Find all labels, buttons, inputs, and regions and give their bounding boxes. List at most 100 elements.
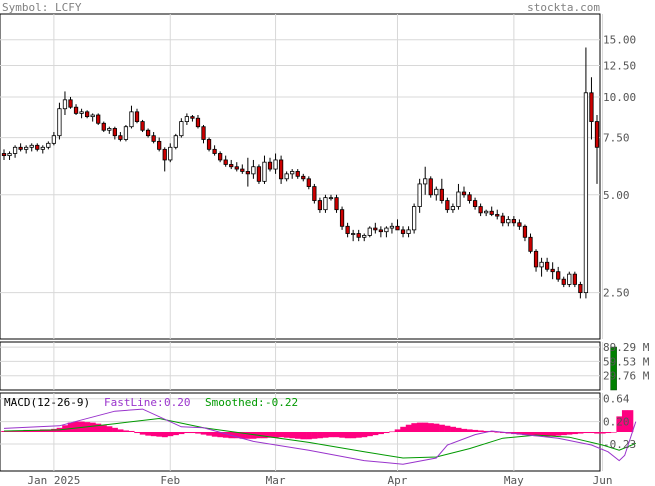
macd-histogram-bar [433, 423, 440, 432]
volume-grid [0, 342, 604, 390]
macd-histogram-bar [333, 432, 340, 438]
candle-body [90, 114, 95, 118]
macd-histogram-bar [560, 432, 567, 436]
candle-body [107, 128, 112, 131]
price-candles [1, 47, 600, 299]
macd-histogram-bar [583, 432, 589, 434]
candle-body [190, 116, 195, 119]
candle-body [101, 122, 106, 131]
candle-body [389, 225, 395, 229]
macd-histogram-bar [527, 432, 534, 436]
macd-histogram-bar [283, 432, 290, 438]
macd-histogram-bar [594, 432, 601, 434]
candle-body [550, 268, 555, 273]
candle-body [500, 215, 505, 224]
candle-body [472, 200, 478, 207]
x-tick-label: Mar [266, 474, 286, 486]
macd-histogram-bar [616, 416, 623, 432]
candle-body [367, 227, 372, 236]
macd-histogram-bar [100, 425, 107, 432]
candle-body [223, 159, 228, 165]
candle-body [162, 148, 167, 161]
candle-body [134, 111, 140, 122]
macd-histogram-bar [367, 432, 373, 437]
candle-body [234, 166, 239, 170]
candle-body [411, 206, 417, 231]
macd-histogram-bar [383, 432, 390, 434]
macd-histogram-bar [405, 424, 412, 432]
macd-histogram-bar [411, 423, 418, 432]
macd-histogram-bar [389, 431, 396, 433]
macd-histogram-bar [427, 423, 434, 432]
macd-histogram-bar [150, 432, 157, 437]
candle-body [118, 135, 123, 140]
candle-body [439, 188, 444, 201]
fastline-label: FastLine: [104, 396, 164, 409]
macd-histogram-bar [322, 432, 329, 438]
candle-body [589, 92, 594, 122]
macd-histogram-bar [522, 432, 529, 436]
candle-body [522, 225, 528, 238]
macd-histogram-bar [117, 429, 124, 432]
macd-y-ticks: 0.64 0.20 -0.23 [603, 393, 636, 451]
candle-body [545, 261, 550, 270]
candle-body [583, 92, 589, 294]
macd-histogram-bar [572, 432, 578, 435]
macd-histogram-bar [139, 432, 146, 435]
volume-y-tick-label: 29.76 M [603, 370, 650, 383]
macd-histogram-bar [222, 432, 229, 438]
macd-y-tick-label: 0.64 [603, 393, 630, 406]
candle-body [173, 135, 178, 148]
macd-histogram-bar [488, 431, 495, 433]
candle-body [145, 129, 151, 137]
macd-histogram-bar [217, 432, 224, 438]
candle-body [267, 161, 273, 170]
candle-body [85, 111, 90, 118]
x-tick-label: Jan 2025 [27, 474, 80, 486]
macd-histogram-bar [128, 430, 135, 432]
price-y-tick-label: 5.00 [603, 189, 630, 202]
brand-label[interactable]: stockta.com [527, 1, 600, 14]
candle-body [445, 200, 450, 211]
macd-histogram-bar [472, 429, 479, 432]
candle-body [373, 227, 378, 231]
candle-body [206, 139, 212, 150]
candle-body [323, 197, 328, 211]
macd-histogram-bar [555, 432, 562, 436]
price-panel [0, 13, 601, 340]
macd-histogram-bar [106, 426, 113, 432]
macd-histogram-bar [483, 430, 490, 432]
candle-body [195, 117, 201, 128]
macd-histogram-bar [444, 425, 451, 432]
candle-body [1, 153, 7, 157]
candle-body [511, 219, 516, 224]
candle-body [284, 173, 289, 180]
macd-histogram-bar [145, 432, 152, 436]
macd-histogram-bar [400, 426, 407, 432]
macd-histogram-bar [621, 410, 628, 432]
x-tick-label: May [504, 474, 524, 486]
candle-body [356, 233, 361, 238]
macd-histogram-bar [289, 432, 296, 439]
macd-histogram-bar [34, 429, 41, 432]
candle-body [417, 183, 422, 207]
x-tick-label: Feb [160, 474, 180, 486]
candle-body [434, 188, 439, 196]
macd-histogram-bar [439, 424, 445, 432]
smoothed-value: -0.22 [265, 396, 298, 409]
macd-histogram-bar [378, 432, 384, 435]
candle-body [306, 178, 311, 187]
macd-histogram-bar [317, 432, 323, 439]
candle-body [428, 178, 433, 196]
macd-histogram-bar [17, 430, 24, 432]
price-y-ticks: 15.00 12.50 10.00 7.50 5.00 2.50 [603, 34, 636, 300]
candle-body [290, 171, 295, 175]
macd-histogram-bar [45, 429, 52, 432]
macd-histogram-bar [67, 422, 74, 432]
candle-body [400, 229, 406, 234]
macd-histogram-bar [300, 432, 307, 440]
macd-histogram-bar [577, 432, 584, 434]
macd-histogram-bar [355, 432, 362, 438]
macd-histogram-bar [610, 432, 617, 433]
candle-body [273, 159, 278, 170]
